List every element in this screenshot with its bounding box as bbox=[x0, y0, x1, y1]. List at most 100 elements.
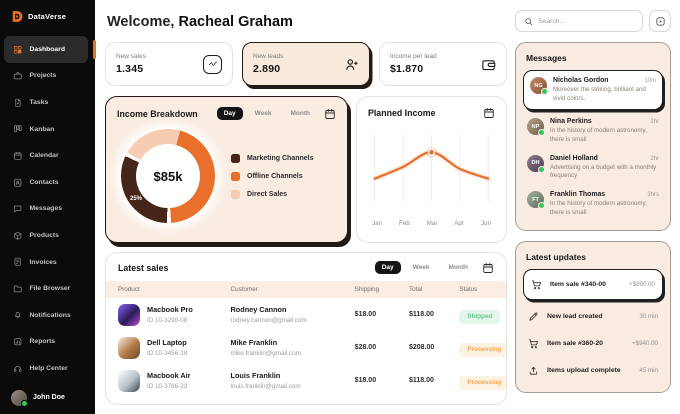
sidebar-item-label: Calendar bbox=[29, 152, 59, 160]
update-label: Item sale #340-00 bbox=[550, 281, 606, 289]
legend-label: Marketing Channels bbox=[247, 154, 314, 162]
charts-row: Income Breakdown Day Week Month $85k 25% M… bbox=[105, 96, 507, 243]
message-item-franklin-thomas[interactable]: FT Franklin Thomas 3hrs In the history of… bbox=[523, 186, 663, 222]
donut-center-value: $85k bbox=[153, 168, 183, 184]
sidebar-item-file-browser[interactable]: File Browser bbox=[4, 275, 88, 302]
update-label: New lead created bbox=[547, 313, 603, 321]
toggle-month[interactable]: Month bbox=[290, 110, 311, 117]
welcome-user-name: Racheal Graham bbox=[178, 14, 293, 30]
sidebar-item-notifications[interactable]: Notifications bbox=[4, 302, 88, 329]
sender-name: Franklin Thomas bbox=[550, 191, 606, 199]
avatar: DH bbox=[527, 154, 545, 173]
stat-value: 2.890 bbox=[253, 63, 281, 75]
viewfinder-button[interactable] bbox=[649, 10, 671, 32]
sidebar-item-label: Products bbox=[29, 231, 59, 239]
sidebar-item-kanban[interactable]: Kanban bbox=[4, 116, 88, 143]
stat-text: New leads 2.890 bbox=[253, 53, 283, 75]
message-item-nicholas-gordon[interactable]: NG Nicholas Gordon 10m Moreover the strik… bbox=[523, 70, 663, 111]
customer-name: Louis Franklin bbox=[230, 371, 281, 381]
legend-swatch bbox=[231, 153, 240, 163]
welcome-prefix: Welcome, bbox=[107, 14, 175, 30]
legend-swatch bbox=[231, 189, 240, 199]
sidebar-item-reports[interactable]: Reports bbox=[4, 329, 88, 356]
legend-swatch bbox=[231, 171, 240, 181]
search-bar[interactable] bbox=[515, 10, 643, 32]
sidebar-user[interactable]: John Doe bbox=[0, 382, 95, 414]
stat-card-income-per-lead: Income per lead $1.870 bbox=[379, 42, 507, 86]
cart-icon bbox=[531, 279, 542, 290]
income-donut-chart: $85k 25% bbox=[121, 129, 215, 223]
stat-value: $1.870 bbox=[390, 63, 424, 75]
sidebar-item-dashboard[interactable]: Dashboard bbox=[4, 36, 96, 63]
table-row-dell-laptop[interactable]: Dell Laptop ID 10-3456-18 Mike Franklin mi… bbox=[106, 331, 506, 364]
table-row-macbook-pro[interactable]: Macbook Pro ID 10-3290-08 Rodney Cannon ro… bbox=[106, 298, 506, 331]
search-input[interactable] bbox=[538, 17, 634, 25]
sender-name: Daniel Holland bbox=[550, 154, 598, 162]
month-axis: Jan Feb Mar Apr Jun bbox=[368, 220, 495, 227]
sidebar-item-products[interactable]: Products bbox=[4, 222, 88, 249]
toggle-month[interactable]: Month bbox=[448, 264, 469, 271]
sidebar-item-contacts[interactable]: Contacts bbox=[4, 169, 88, 196]
calendar-icon[interactable] bbox=[324, 108, 336, 120]
sales-table-header: Product Customer Shipping Total Status bbox=[106, 281, 506, 298]
message-time: 3hrs bbox=[647, 192, 659, 199]
toggle-week[interactable]: Week bbox=[254, 110, 272, 117]
toggle-day[interactable]: Day bbox=[216, 107, 243, 120]
pencil-icon bbox=[528, 311, 539, 322]
shipping-amount: $18.00 bbox=[354, 377, 377, 384]
sidebar-item-calendar[interactable]: Calendar bbox=[4, 142, 88, 169]
app-name: DataVerse bbox=[28, 12, 67, 21]
income-breakdown-card: Income Breakdown Day Week Month $85k 25% M… bbox=[105, 96, 348, 243]
product-image bbox=[118, 369, 140, 392]
sidebar-item-projects[interactable]: Projects bbox=[4, 63, 88, 90]
month-tick-jan: Jan bbox=[372, 220, 383, 227]
sender-name: Nicholas Gordon bbox=[553, 77, 609, 84]
projects-icon bbox=[13, 71, 23, 81]
update-item-item-sale-360-20[interactable]: Item sale #360-20 +$940.00 bbox=[523, 330, 663, 357]
update-item-new-lead-created[interactable]: New lead created 30 min bbox=[523, 303, 663, 330]
sidebar-item-invoices[interactable]: Invoices bbox=[4, 249, 88, 276]
column-header-shipping: Shipping bbox=[354, 286, 380, 293]
dashboard-icon bbox=[13, 45, 23, 55]
tasks-icon bbox=[13, 98, 23, 108]
updates-list: Item sale #340-00 +$890.00 New lead crea… bbox=[523, 269, 663, 384]
stat-text: Income per lead $1.870 bbox=[390, 53, 437, 75]
calendar-icon[interactable] bbox=[483, 107, 495, 119]
help-center-icon bbox=[13, 364, 23, 374]
planned-income-chart bbox=[372, 135, 491, 202]
main-content: Welcome, Racheal Graham New sales 1.345 Ne… bbox=[95, 0, 512, 414]
latest-updates-title: Latest updates bbox=[526, 252, 586, 263]
latest-sales-toggle: Day Week Month bbox=[374, 261, 494, 274]
stat-label: New sales bbox=[116, 53, 146, 60]
sidebar-item-label: Help Center bbox=[29, 364, 68, 372]
avatar: FT bbox=[527, 191, 545, 210]
sender-name: Nina Perkins bbox=[550, 118, 592, 126]
update-item-item-sale-340-00[interactable]: Item sale #340-00 +$890.00 bbox=[523, 269, 663, 301]
toggle-day[interactable]: Day bbox=[374, 261, 401, 274]
stat-card-new-leads: New leads 2.890 bbox=[242, 42, 370, 86]
products-icon bbox=[13, 231, 23, 241]
message-time: 2hr bbox=[650, 155, 659, 162]
sidebar-item-label: Kanban bbox=[29, 125, 55, 133]
latest-sales-title: Latest sales bbox=[118, 262, 169, 273]
shipping-amount: $18.00 bbox=[354, 311, 377, 318]
sidebar-item-tasks[interactable]: Tasks bbox=[4, 89, 88, 116]
customer-email: mike.franklin@gmail.com bbox=[230, 349, 301, 357]
page-title: Welcome, Racheal Graham bbox=[107, 14, 507, 30]
stat-label: Income per lead bbox=[390, 53, 437, 60]
customer-email: rodney.cannon@gmail.com bbox=[230, 316, 307, 324]
table-row-macbook-air[interactable]: Macbook Air ID 10-3786-23 Louis Franklin l… bbox=[106, 364, 506, 397]
calendar-icon[interactable] bbox=[482, 262, 494, 274]
sidebar-item-help-center[interactable]: Help Center bbox=[4, 355, 88, 382]
message-time: 10m bbox=[644, 78, 656, 84]
sidebar-item-label: Reports bbox=[29, 338, 56, 346]
message-item-nina-perkins[interactable]: NP Nina Perkins 1hr In the history of mod… bbox=[523, 113, 663, 149]
sidebar-item-label: Projects bbox=[29, 72, 57, 80]
toggle-week[interactable]: Week bbox=[412, 264, 430, 271]
sidebar-item-messages[interactable]: Messages bbox=[4, 196, 88, 223]
update-item-items-upload-complete[interactable]: Items upload complete 45 min bbox=[523, 357, 663, 384]
user-name: John Doe bbox=[33, 394, 65, 402]
sidebar-nav: Dashboard Projects Tasks Kanban Calendar Cont… bbox=[0, 29, 96, 382]
message-item-daniel-holland[interactable]: DH Daniel Holland 2hr Advertising on a bu… bbox=[523, 150, 663, 186]
product-id: ID 10-3786-23 bbox=[147, 382, 188, 390]
